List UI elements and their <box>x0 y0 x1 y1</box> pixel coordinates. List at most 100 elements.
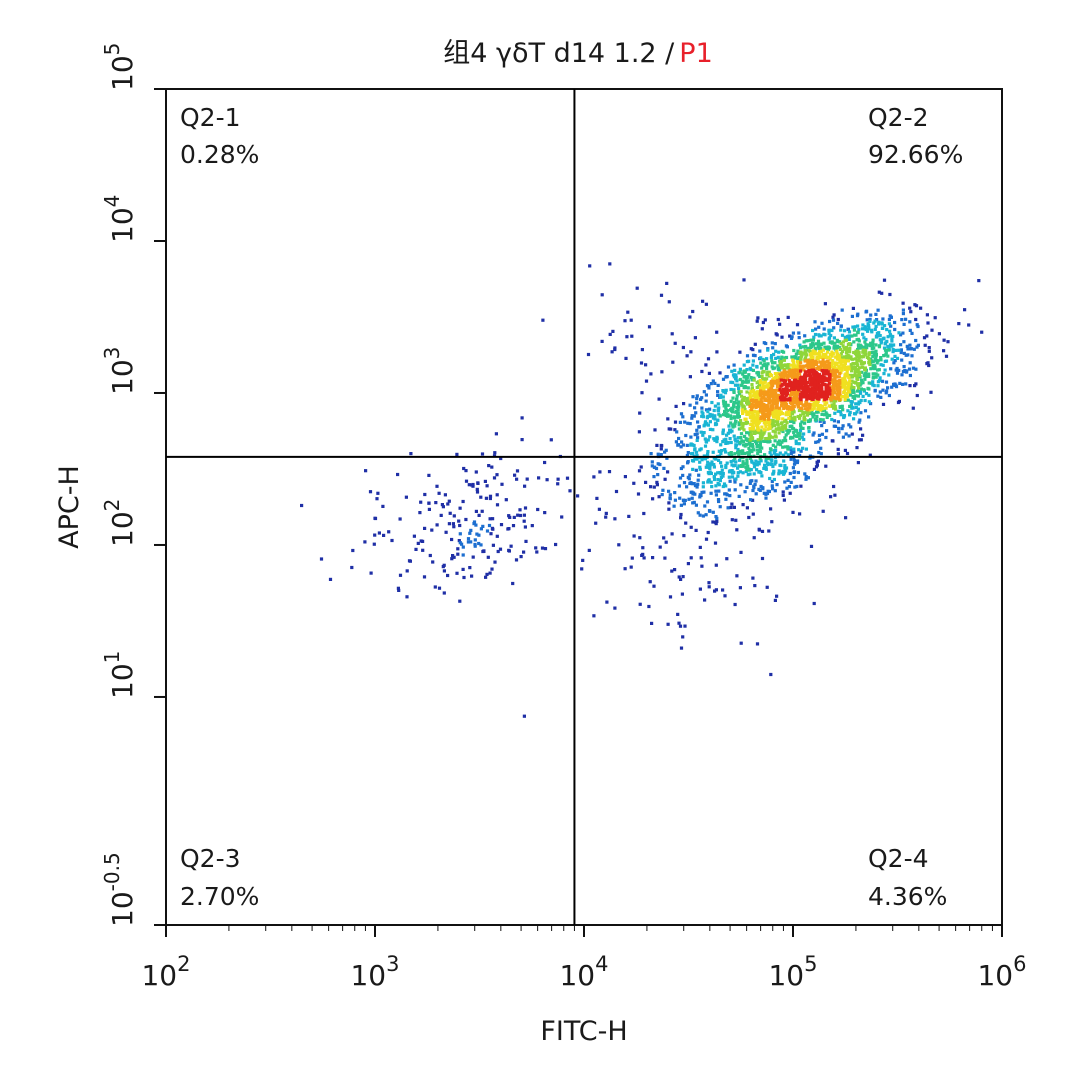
event-point <box>899 343 903 347</box>
event-point <box>447 499 451 503</box>
event-point <box>729 460 733 464</box>
event-point <box>784 363 788 367</box>
event-point <box>767 410 771 414</box>
event-point <box>693 336 697 340</box>
event-point <box>673 420 678 424</box>
event-point <box>774 419 778 423</box>
event-point <box>774 406 778 410</box>
event-point <box>715 350 719 354</box>
event-point <box>830 379 834 383</box>
event-point <box>756 438 760 442</box>
event-point <box>813 384 817 388</box>
event-point <box>721 377 726 381</box>
event-point <box>867 400 871 404</box>
event-point <box>773 462 777 466</box>
event-point <box>774 349 778 353</box>
event-point <box>775 403 779 407</box>
event-point <box>828 388 832 393</box>
event-point <box>708 427 712 431</box>
event-point <box>816 440 820 444</box>
event-point <box>838 371 842 376</box>
event-point <box>685 485 689 489</box>
event-point <box>640 391 644 395</box>
event-point <box>414 547 418 551</box>
event-point <box>656 462 660 466</box>
event-point <box>861 394 865 398</box>
event-point <box>706 460 710 464</box>
event-point <box>810 366 814 370</box>
event-point <box>816 392 820 397</box>
event-point <box>677 621 681 625</box>
event-point <box>499 523 504 527</box>
event-point <box>801 378 805 382</box>
event-point <box>868 319 872 323</box>
event-point <box>770 484 774 488</box>
event-point <box>719 395 723 399</box>
event-point <box>747 515 751 520</box>
event-point <box>688 473 692 477</box>
event-point <box>767 401 771 405</box>
event-point <box>805 374 809 378</box>
event-point <box>595 496 599 500</box>
event-point <box>777 368 781 372</box>
event-point <box>816 365 820 369</box>
event-point <box>897 348 901 352</box>
event-point <box>857 366 862 370</box>
event-point <box>450 557 454 561</box>
event-point <box>663 450 667 454</box>
event-point <box>726 506 730 510</box>
event-point <box>685 354 689 358</box>
event-point <box>797 442 801 446</box>
event-point <box>718 371 722 375</box>
event-point <box>648 580 652 584</box>
event-point <box>455 452 459 456</box>
event-point <box>490 526 494 530</box>
event-point <box>848 410 852 414</box>
event-point <box>710 400 714 405</box>
event-point <box>788 429 792 433</box>
event-point <box>757 383 762 387</box>
event-point <box>700 406 704 410</box>
event-point <box>690 496 694 500</box>
event-point <box>761 377 765 381</box>
event-point <box>824 390 828 394</box>
event-point <box>757 400 761 404</box>
event-point <box>653 428 657 432</box>
event-point <box>802 432 806 436</box>
event-point <box>859 438 863 442</box>
event-point <box>733 437 737 441</box>
event-point <box>680 592 684 596</box>
event-point <box>798 384 802 388</box>
event-point <box>396 586 400 590</box>
event-point <box>626 310 630 314</box>
event-point <box>847 365 851 369</box>
event-point <box>791 331 795 335</box>
event-point <box>711 520 715 524</box>
event-point <box>692 443 696 448</box>
event-point <box>859 382 863 386</box>
event-point <box>686 460 690 464</box>
event-point <box>715 440 719 444</box>
event-point <box>523 484 527 488</box>
event-point <box>788 491 792 495</box>
event-point <box>640 348 644 352</box>
event-point <box>750 460 754 464</box>
event-point <box>682 402 686 406</box>
event-point <box>745 401 749 405</box>
event-point <box>694 450 699 454</box>
event-point <box>486 555 490 559</box>
event-point <box>723 391 728 395</box>
event-point <box>757 449 761 453</box>
event-point <box>774 392 778 396</box>
event-point <box>743 417 747 421</box>
event-point <box>381 504 385 508</box>
x-tick-label: 103 <box>350 952 399 992</box>
event-point <box>841 408 845 412</box>
event-point <box>856 363 860 367</box>
event-point <box>783 445 787 449</box>
event-point <box>778 463 782 467</box>
event-point <box>827 386 831 390</box>
event-point <box>726 403 730 407</box>
event-point <box>849 399 853 404</box>
event-point <box>721 484 725 489</box>
